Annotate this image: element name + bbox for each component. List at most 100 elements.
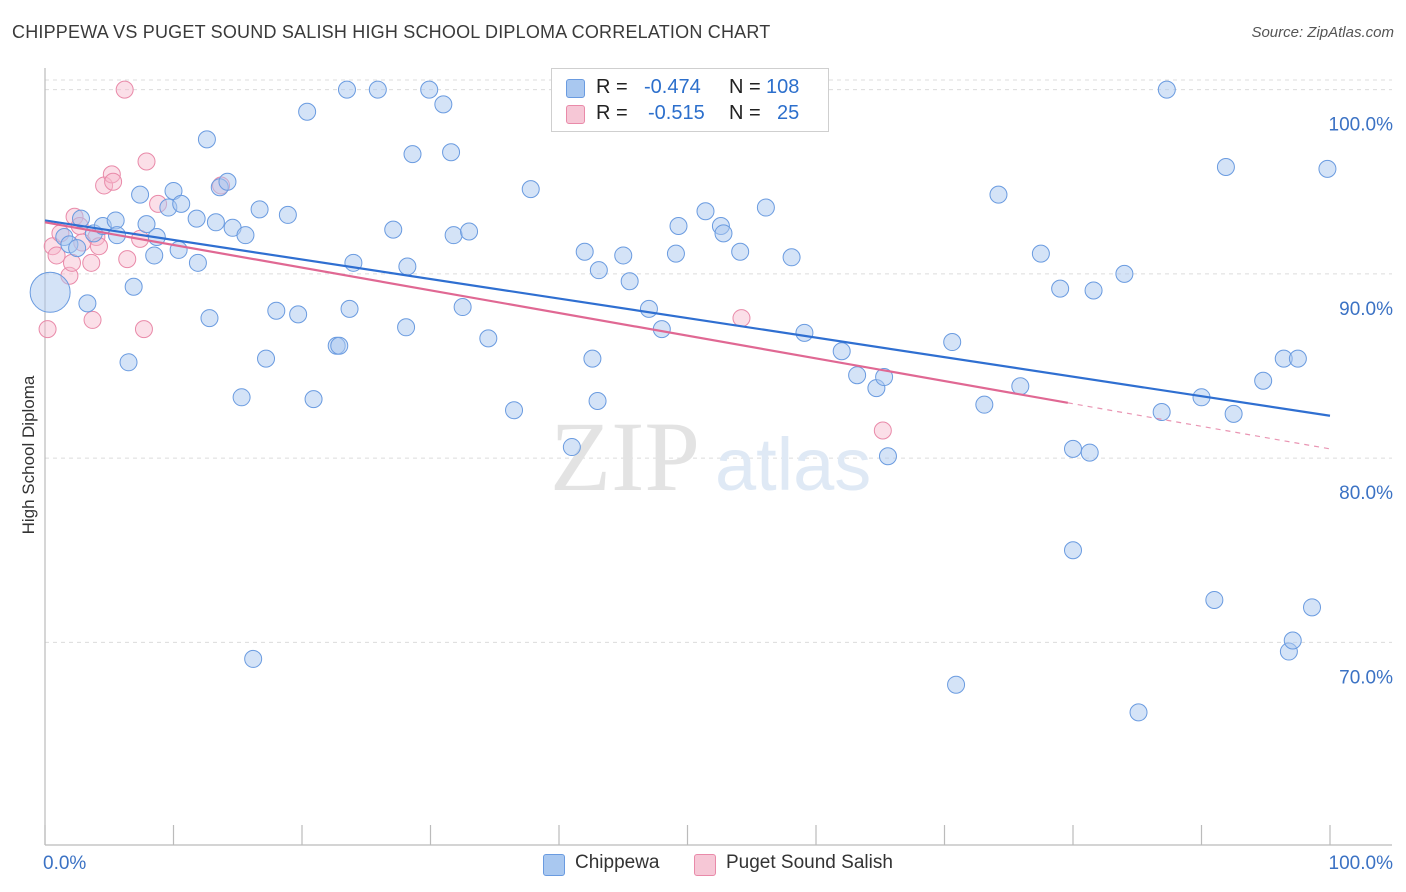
chippewa-point (236, 226, 255, 245)
r-label: R = (596, 76, 628, 98)
chippewa-point (947, 675, 966, 694)
chippewa-point (795, 323, 814, 342)
chippewa-point (589, 261, 608, 280)
chippewa-point (172, 194, 191, 213)
chippewa-point (696, 202, 715, 221)
chippewa-point (1283, 631, 1302, 650)
n-label: N = (729, 76, 761, 98)
legend-label: Puget Sound Salish (726, 852, 893, 873)
y-tick-label: 100.0% (1329, 115, 1394, 136)
chippewa-point (666, 244, 685, 263)
chippewa-point (620, 272, 639, 291)
grid-lines (45, 79, 1392, 643)
tick-labels: 70.0% 80.0% 90.0% 100.0% 0.0% 100.0% (43, 115, 1393, 874)
y-tick-label: 80.0% (1339, 483, 1393, 504)
chippewa-trend-line (44, 219, 1331, 417)
y-tick-label: 70.0% (1339, 667, 1393, 688)
chippewa-point (1064, 439, 1082, 458)
salish-point (38, 320, 57, 339)
chippewa-point (187, 209, 206, 228)
chippewa-point (975, 395, 994, 414)
chippewa-point (188, 253, 207, 272)
chippewa-point (1129, 703, 1148, 722)
chippewa-point (731, 242, 750, 261)
chippewa-point (669, 216, 688, 235)
source-credit: Source: ZipAtlas.com (1251, 24, 1394, 41)
chippewa-point (989, 185, 1008, 204)
salish-point (83, 310, 102, 329)
chippewa-point (304, 390, 323, 409)
chippewa-point (232, 388, 251, 407)
chippewa-point (137, 215, 156, 234)
chippewa-point (453, 298, 472, 317)
chippewa-point (206, 213, 225, 232)
chippewa-point (878, 447, 897, 466)
salish-point (104, 172, 123, 191)
salish-point (873, 421, 892, 440)
chippewa-point (1288, 349, 1307, 368)
chippewa-point (1318, 159, 1337, 178)
chippewa-point (444, 226, 463, 245)
chippewa-point (398, 257, 417, 276)
chippewa-point (218, 172, 237, 191)
chippewa-swatch (566, 79, 585, 98)
chippewa-point (250, 200, 269, 219)
chippewa-point (340, 299, 359, 318)
chippewa-point (1011, 377, 1030, 396)
chippewa-point (1064, 541, 1082, 560)
chippewa-point (479, 329, 498, 348)
chippewa-point (575, 242, 594, 261)
chippewa-point (583, 349, 602, 368)
salish-swatch (566, 105, 585, 124)
salish-point (134, 320, 153, 339)
chippewa-point (257, 349, 276, 368)
chart-title: CHIPPEWA VS PUGET SOUND SALISH HIGH SCHO… (12, 22, 771, 42)
chippewa-point (78, 294, 97, 313)
chippewa-point (197, 130, 216, 149)
chippewa-point (298, 102, 317, 121)
chippewa-point (124, 277, 143, 296)
chippewa-point (330, 336, 349, 355)
chippewa-legend-swatch (543, 854, 565, 876)
chippewa-points (29, 80, 1337, 722)
chippewa-point (267, 301, 286, 320)
chippewa-point (1224, 404, 1243, 423)
chippewa-point (505, 401, 524, 420)
salish-trend-extension (1067, 402, 1331, 450)
chippewa-point (442, 143, 461, 162)
chippewa-point (368, 80, 387, 99)
chippewa-point (756, 198, 775, 217)
x-tick-label: 0.0% (43, 853, 86, 874)
y-tick-label: 90.0% (1339, 299, 1393, 320)
stats-legend: R = -0.474 N = 108 R = -0.515 N = 25 (551, 68, 829, 132)
y-axis-label: High School Diploma (19, 375, 38, 534)
chippewa-point (1216, 158, 1235, 177)
chippewa-point (588, 391, 607, 410)
chippewa-point (1084, 281, 1103, 300)
chippewa-point (832, 342, 851, 361)
chippewa-point (1303, 598, 1322, 617)
salish-point (732, 309, 751, 328)
chippewa-point (848, 366, 867, 385)
chippewa-point (68, 239, 87, 258)
chippewa-point (403, 145, 422, 164)
chippewa-point (875, 368, 894, 387)
salish-point (118, 250, 137, 269)
chippewa-point (1080, 443, 1099, 462)
chippewa-point (289, 305, 308, 324)
chippewa-point (71, 209, 90, 228)
legend-label: Chippewa (575, 852, 660, 873)
x-tick-label: 100.0% (1329, 853, 1394, 874)
chippewa-point (1152, 403, 1171, 422)
chippewa-point (1254, 371, 1273, 390)
chippewa-point (782, 248, 801, 267)
salish-point (102, 165, 121, 184)
chippewa-point (714, 224, 733, 243)
chippewa-point (1157, 80, 1176, 99)
chippewa-point (521, 180, 540, 199)
chippewa-point (145, 246, 164, 265)
chippewa-point (29, 271, 71, 313)
chippewa-point (614, 246, 633, 265)
axes (44, 68, 1392, 846)
